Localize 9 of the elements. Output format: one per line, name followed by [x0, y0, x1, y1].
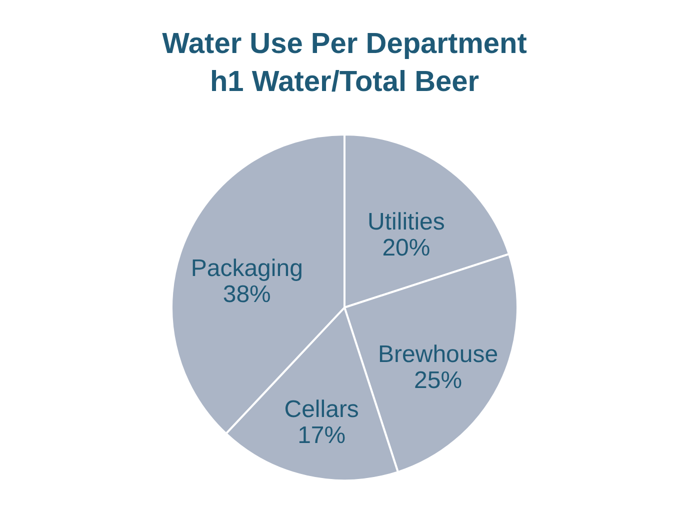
slice-label: Utilities [368, 208, 445, 236]
slice-label: Cellars [284, 396, 359, 423]
slice-label: Packaging [190, 254, 303, 282]
data-label: 38% [222, 280, 271, 308]
data-label: 20% [382, 234, 430, 262]
chart-title: Water Use Per Department h1 Water/Total Beer [162, 28, 528, 98]
slice-label: Brewhouse [378, 341, 498, 368]
data-label: 25% [414, 367, 462, 394]
data-label: 17% [298, 422, 346, 449]
